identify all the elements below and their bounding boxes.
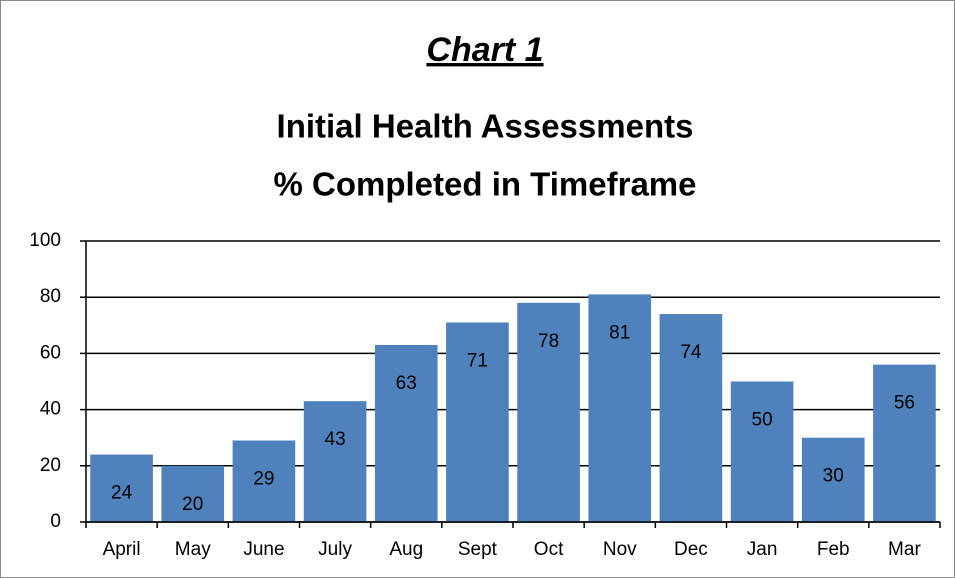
bar: [659, 314, 723, 522]
bar: [161, 465, 225, 522]
data-label: 30: [823, 466, 844, 487]
x-tick-label: Mar: [888, 539, 921, 560]
x-tick-label: May: [175, 539, 211, 560]
y-tick-label: 60: [40, 342, 61, 363]
data-label: 81: [609, 322, 630, 343]
data-label: 20: [182, 494, 203, 515]
data-label: 50: [752, 410, 773, 431]
x-tick-label: July: [318, 539, 352, 560]
x-tick-label: Sept: [458, 539, 498, 560]
x-tick-label: April: [103, 539, 141, 560]
data-label: 29: [253, 469, 274, 490]
data-label: 63: [396, 373, 417, 394]
data-label: 74: [680, 342, 702, 363]
y-tick-label: 40: [40, 399, 61, 420]
chart-subtitle: % Completed in Timeframe: [274, 166, 697, 203]
data-label: 78: [538, 331, 559, 352]
bar: [517, 302, 580, 522]
data-label: 71: [467, 351, 488, 372]
bar: [801, 437, 865, 522]
x-tick-label: Aug: [389, 539, 423, 560]
bar: [446, 322, 509, 522]
y-tick-label: 100: [29, 230, 61, 251]
data-label: 43: [325, 429, 346, 450]
bar: [873, 364, 936, 522]
data-label: 24: [111, 483, 133, 504]
bar: [374, 344, 438, 522]
bar: [90, 454, 153, 522]
y-tick-label: 20: [40, 455, 61, 476]
bar: [303, 401, 367, 522]
y-tick-label: 0: [50, 511, 61, 532]
x-tick-label: June: [243, 539, 284, 560]
data-label: 56: [894, 393, 915, 414]
y-tick-label: 80: [40, 286, 61, 307]
chart-title: Chart 1: [426, 31, 543, 69]
bar: [232, 440, 296, 522]
x-tick-label: Nov: [603, 539, 637, 560]
x-tick-label: Jan: [747, 539, 778, 560]
bar: [588, 294, 652, 522]
chart-subtitle: Initial Health Assessments: [277, 108, 694, 145]
bar: [730, 381, 794, 522]
x-tick-label: Dec: [674, 539, 708, 560]
x-tick-label: Feb: [817, 539, 850, 560]
x-tick-label: Oct: [534, 539, 564, 560]
